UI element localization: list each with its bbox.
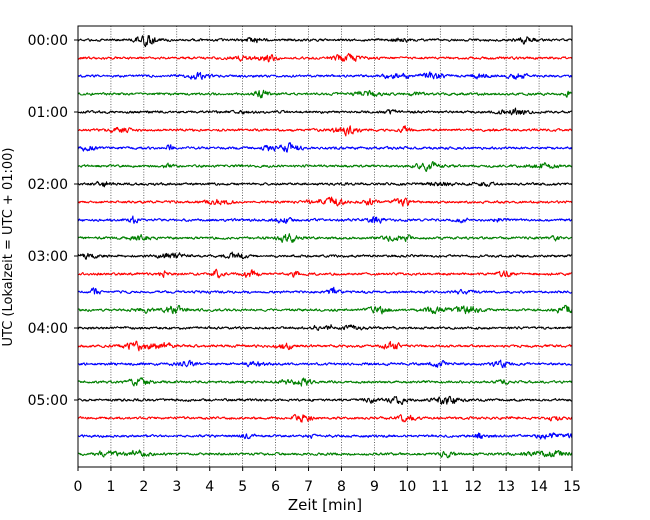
x-tick-label: 15 [563,479,581,495]
x-tick-label: 2 [139,479,148,495]
trace-line [77,125,573,137]
y-tick-label: 02:00 [28,177,68,193]
trace-line [77,324,573,331]
x-tick-label: 13 [497,479,515,495]
x-tick-label: 10 [398,479,416,495]
y-tick-label: 01:00 [28,105,68,121]
trace-line [77,161,573,172]
trace-line [77,233,573,243]
trace-line [77,180,573,188]
trace-line [77,52,573,63]
trace-line [77,35,573,48]
trace-line [77,268,573,279]
x-tick-label: 5 [238,479,247,495]
trace-line [77,377,573,387]
x-tick-label: 6 [271,479,280,495]
plot-background [78,26,572,467]
x-tick-label: 12 [464,479,482,495]
x-tick-label: 9 [370,479,379,495]
x-tick-label: 0 [74,479,83,495]
trace-line [77,359,573,369]
trace-line [77,196,573,207]
trace-line [77,395,573,405]
y-tick-label: 05:00 [28,393,68,409]
x-tick-label: 3 [172,479,181,495]
x-tick-label: 7 [304,479,313,495]
x-axis-ticks: 0 1 2 3 4 5 6 7 8 9 10 11 12 13 14 15 [74,467,581,495]
trace-line [77,89,573,99]
trace-line [77,251,573,260]
y-axis-label: UTC (Lokalzeit = UTC + 01:00) [1,148,16,347]
x-tick-label: 4 [205,479,214,495]
y-axis-ticks: 00:00 01:00 02:00 03:00 04:00 05:00 [28,33,78,409]
trace-line [77,107,573,116]
trace-line [77,340,573,352]
x-tick-label: 14 [530,479,548,495]
y-tick-label: 04:00 [28,321,68,337]
trace-line [77,413,573,423]
grid-lines [110,26,540,467]
trace-line [77,215,573,225]
trace-line [77,304,573,315]
trace-line [77,142,573,153]
seismic-traces [77,35,573,459]
x-tick-label: 1 [106,479,115,495]
trace-line [77,432,573,440]
trace-line [77,449,573,459]
trace-line [77,286,573,295]
trace-line [77,71,573,80]
x-tick-label: 11 [431,479,449,495]
y-tick-label: 03:00 [28,249,68,265]
x-axis-label: Zeit [min] [288,496,362,514]
x-tick-label: 8 [337,479,346,495]
plot-frame [77,25,573,468]
y-tick-label: 00:00 [28,33,68,49]
